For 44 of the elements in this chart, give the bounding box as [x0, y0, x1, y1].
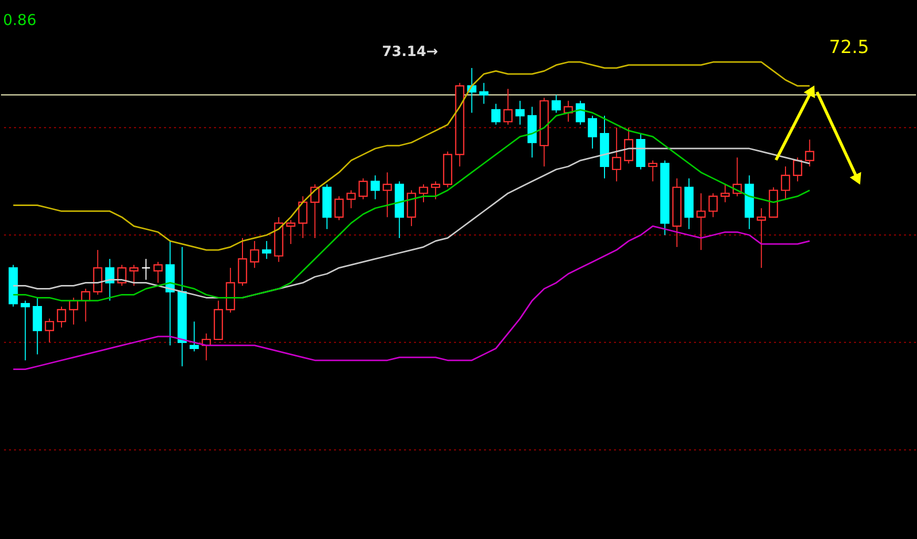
candlestick: [708, 192, 718, 218]
candlestick: [696, 192, 706, 250]
candlestick: [780, 166, 790, 200]
candlestick: [20, 300, 30, 361]
candlestick: [117, 264, 126, 286]
candlestick: [286, 220, 296, 244]
candlestick: [334, 196, 344, 221]
candlestick: [624, 127, 634, 164]
candlestick: [792, 156, 802, 182]
candlestick: [32, 297, 42, 355]
candlestick: [93, 249, 102, 296]
candlestick: [552, 94, 561, 114]
candlestick: [105, 258, 114, 302]
text: 72.5: [829, 37, 870, 58]
text: 73.14→: [382, 44, 438, 60]
candlestick: [418, 184, 428, 203]
candlestick: [515, 100, 525, 126]
candlestick: [406, 190, 416, 227]
candlestick: [56, 306, 66, 328]
candlestick: [358, 178, 368, 200]
candlestick: [479, 82, 488, 104]
candlestick: [262, 240, 272, 260]
text: 0.86: [3, 11, 36, 29]
candlestick: [805, 139, 814, 167]
candlestick: [298, 196, 308, 239]
candlestick: [491, 103, 501, 126]
candlestick: [44, 318, 54, 343]
candlestick: [648, 160, 658, 182]
candlestick: [503, 88, 513, 126]
candlestick: [153, 261, 163, 284]
candlestick: [430, 180, 440, 200]
candlestick: [756, 208, 766, 268]
candlestick: [141, 258, 151, 280]
candlestick: [238, 238, 248, 286]
candlestick: [346, 190, 356, 209]
candlestick: [720, 184, 730, 203]
candlestick: [370, 174, 380, 200]
candlestick: [250, 240, 260, 268]
candlestick: [382, 172, 392, 218]
candlestick: [129, 264, 139, 286]
candlestick: [612, 127, 622, 182]
candlestick: [576, 100, 585, 126]
candlestick: [190, 321, 199, 352]
candlestick: [588, 115, 598, 150]
